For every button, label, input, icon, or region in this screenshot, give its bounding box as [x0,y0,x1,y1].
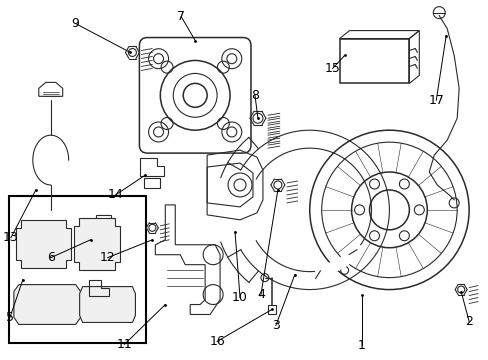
Text: 10: 10 [232,291,247,304]
Text: 14: 14 [107,188,123,202]
Text: 16: 16 [209,335,224,348]
Polygon shape [80,287,135,323]
Text: 15: 15 [324,62,340,75]
Text: 9: 9 [72,17,80,30]
Text: 6: 6 [47,251,55,264]
Text: 1: 1 [357,339,365,352]
Text: 4: 4 [257,288,264,301]
Polygon shape [14,285,81,324]
Bar [9,196,146,343]
Text: 13: 13 [3,231,19,244]
Text: 2: 2 [464,315,472,328]
Text: 7: 7 [177,10,185,23]
Text: 12: 12 [100,251,115,264]
Text: 8: 8 [250,89,259,102]
Polygon shape [74,218,120,270]
Polygon shape [16,220,71,268]
Text: 5: 5 [6,311,14,324]
Text: 17: 17 [427,94,443,107]
Text: 3: 3 [271,319,279,332]
Text: 11: 11 [116,338,132,351]
